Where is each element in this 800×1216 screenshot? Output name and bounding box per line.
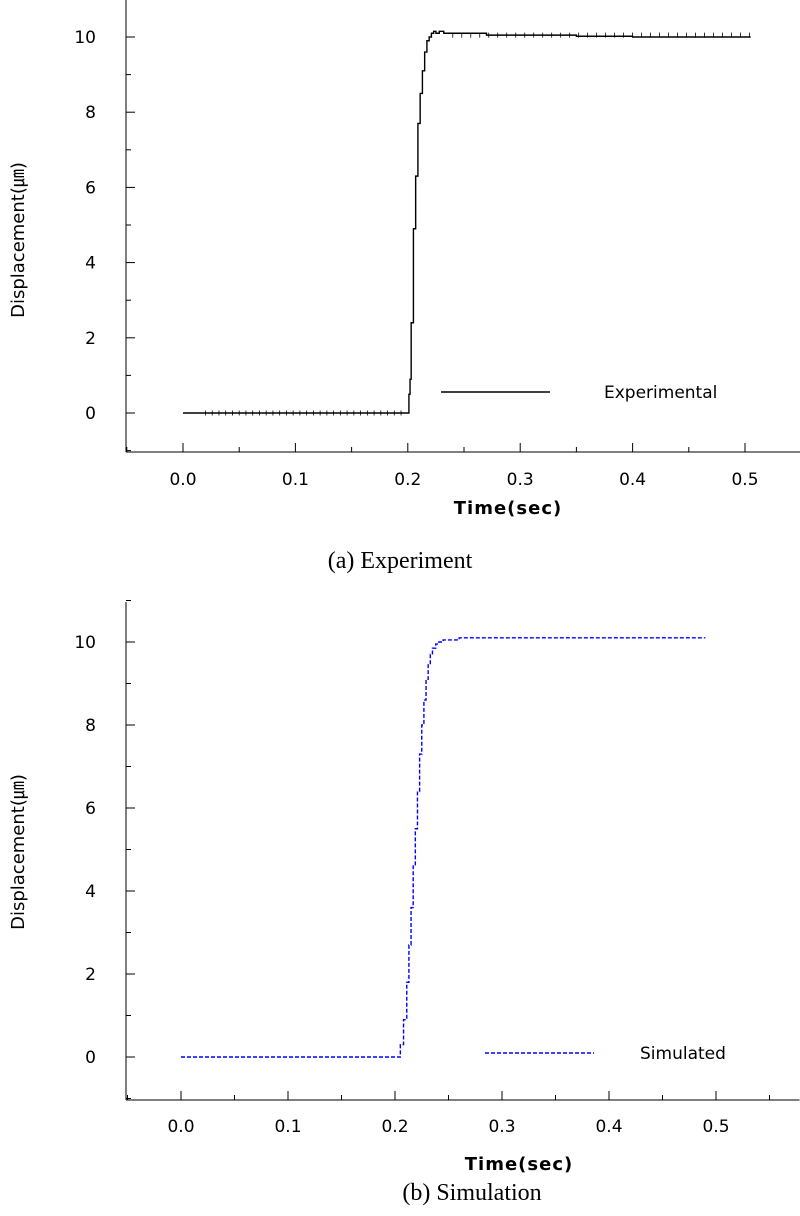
y-tick-label: 0 [85, 1048, 96, 1068]
x-tick-label: 0.0 [167, 1117, 194, 1137]
chart-simulation: 0 2 4 6 8 10 0.0 0.1 0.2 0.3 0.4 0.5 Time(sec) Displa… [8, 600, 800, 1175]
y-tick-label: 4 [85, 882, 96, 902]
y-tick-label: 10 [74, 28, 96, 48]
y-tick-label: 6 [85, 178, 96, 198]
x-tick-label: 0.0 [169, 470, 196, 490]
y-tick-label: 10 [74, 633, 96, 653]
caption-experiment: (a) Experiment [327, 548, 473, 574]
x-tick-label: 0.3 [488, 1117, 515, 1137]
y-tick-label: 2 [85, 329, 96, 349]
x-tick-label: 0.4 [619, 470, 646, 490]
x-tick-label: 0.3 [507, 470, 534, 490]
y-axis-title: Displacement(㎛) [8, 774, 29, 930]
x-tick-label: 0.5 [702, 1117, 729, 1137]
x-tick-label: 0.2 [394, 470, 421, 490]
series-line-experimental [183, 30, 751, 414]
x-tick-label: 0.1 [274, 1117, 301, 1137]
x-tick-label: 0.4 [595, 1117, 622, 1137]
y-tick-label: 0 [85, 404, 96, 424]
x-tick-label: 0.1 [282, 470, 309, 490]
legend-label: Experimental [604, 383, 717, 403]
y-tick-label: 8 [85, 716, 96, 736]
y-tick-label: 8 [85, 103, 96, 123]
x-axis-title: Time(sec) [454, 498, 562, 519]
caption-simulation: (b) Simulation [402, 1180, 542, 1206]
y-tick-label: 6 [85, 799, 96, 819]
x-tick-label: 0.5 [731, 470, 758, 490]
y-tick-label: 4 [85, 254, 96, 274]
chart-experiment: 0 2 4 6 8 10 0.0 0.1 0.2 0.3 0.4 0.5 Time(sec) Displa… [8, 0, 800, 519]
y-axis-title: Displacement(㎛) [8, 162, 29, 318]
series-line-simulated [181, 637, 706, 1058]
x-axis-title: Time(sec) [465, 1154, 573, 1175]
y-tick-label: 2 [85, 965, 96, 985]
legend-label: Simulated [640, 1044, 726, 1064]
x-tick-label: 0.2 [381, 1117, 408, 1137]
